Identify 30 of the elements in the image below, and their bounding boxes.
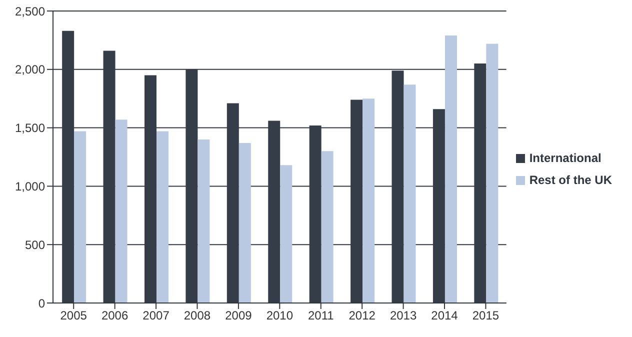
x-tick-label: 2005 — [60, 308, 88, 323]
bar — [74, 131, 86, 303]
bar — [362, 98, 375, 303]
bar — [198, 139, 210, 303]
bar — [321, 151, 334, 303]
x-tick-label: 2014 — [431, 308, 458, 323]
bar — [486, 44, 498, 303]
y-tick-label: 1,000 — [14, 179, 46, 194]
y-tick-label: 2,500 — [14, 4, 46, 18]
bar — [280, 165, 292, 303]
y-tick-label: 0 — [38, 296, 46, 310]
bar — [115, 120, 128, 303]
y-tick-label: 2,000 — [14, 62, 46, 77]
bar — [156, 131, 168, 303]
x-tick-label: 2008 — [184, 308, 211, 323]
bar — [404, 84, 416, 303]
legend-label: Rest of the UK — [529, 172, 612, 186]
bar — [444, 36, 457, 303]
x-tick-label: 2012 — [348, 308, 376, 323]
bar — [238, 142, 251, 303]
x-tick-label: 2007 — [142, 308, 170, 323]
x-tick-label: 2009 — [225, 308, 252, 323]
legend-label: International — [529, 150, 602, 164]
x-tick-label: 2010 — [266, 308, 294, 323]
x-tick-label: 2015 — [472, 308, 500, 323]
x-tick-label: 2006 — [101, 308, 128, 323]
x-tick-label: 2011 — [308, 308, 334, 323]
y-tick-label: 500 — [24, 238, 46, 252]
x-tick-label: 2013 — [390, 308, 417, 323]
y-tick-label: 1,500 — [14, 121, 46, 136]
